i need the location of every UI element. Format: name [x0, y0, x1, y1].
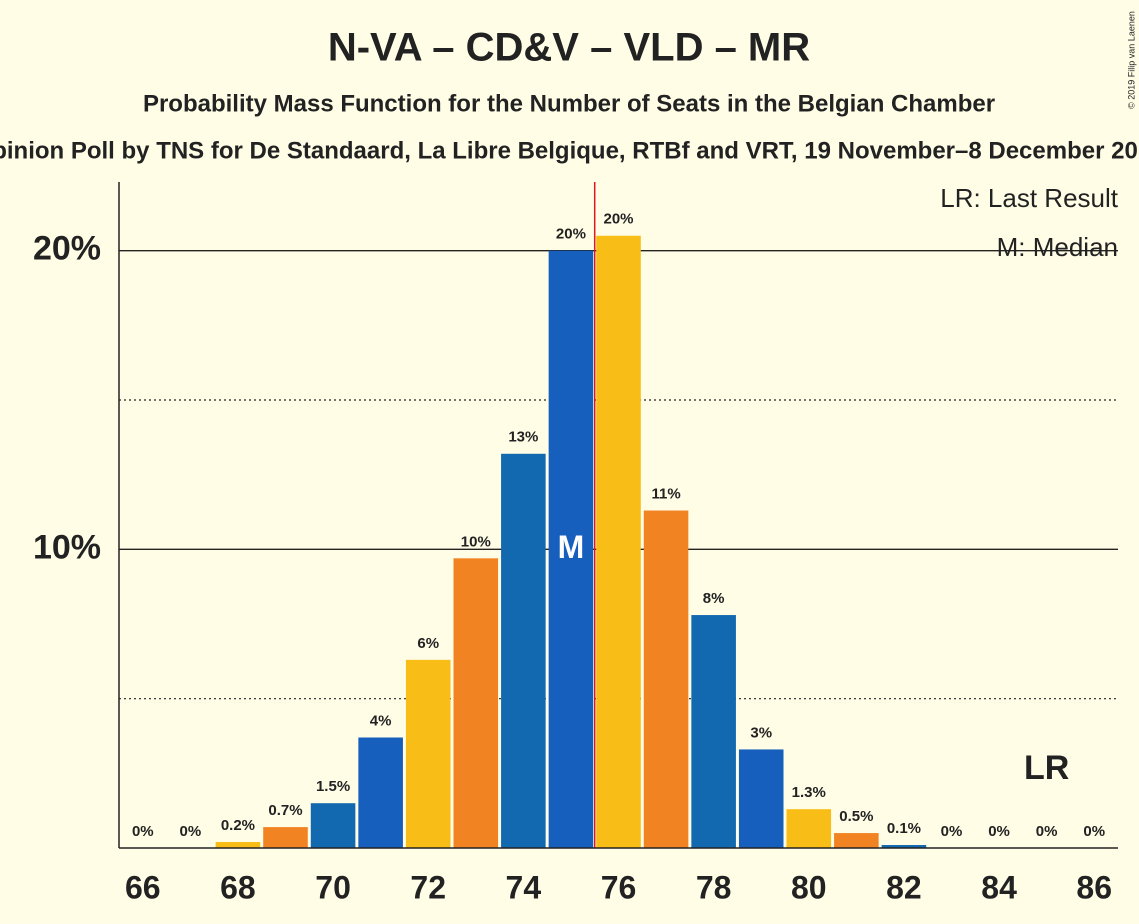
bar — [786, 809, 832, 848]
value-label: 0% — [941, 823, 963, 840]
y-tick-label: 20% — [33, 230, 101, 268]
value-label: 1.3% — [792, 784, 826, 801]
bar — [643, 510, 689, 848]
value-label: 0% — [1036, 823, 1058, 840]
value-label: 0.1% — [887, 820, 921, 837]
x-tick-label: 76 — [601, 869, 637, 905]
x-tick-label: 72 — [410, 869, 446, 905]
bar — [453, 558, 499, 848]
value-label: 8% — [703, 590, 725, 607]
value-label: 13% — [508, 429, 538, 446]
value-label: 20% — [556, 226, 586, 243]
x-tick-label: 82 — [886, 869, 922, 905]
x-tick-label: 84 — [981, 869, 1017, 905]
bar — [548, 250, 594, 849]
value-label: 0.7% — [268, 802, 302, 819]
poll-caption: Opinion Poll by TNS for De Standaard, La… — [0, 137, 1139, 164]
last-result-marker: LR — [1024, 749, 1069, 787]
value-label: 6% — [417, 635, 439, 652]
x-tick-label: 86 — [1076, 869, 1112, 905]
bar — [358, 737, 403, 848]
x-tick-label: 70 — [315, 869, 351, 905]
x-tick-label: 68 — [220, 869, 256, 905]
value-label: 0% — [1083, 823, 1105, 840]
bar — [834, 833, 879, 848]
bar — [501, 453, 546, 848]
x-tick-label: 78 — [696, 869, 732, 905]
value-label: 0% — [180, 823, 202, 840]
chart-title: N-VA – CD&V – VLD – MR — [328, 26, 810, 70]
value-label: 11% — [651, 485, 680, 502]
bar — [215, 842, 261, 848]
bar — [881, 845, 927, 848]
bar — [263, 827, 308, 848]
copyright: © 2019 Filip van Laenen — [1126, 11, 1136, 109]
x-tick-label: 80 — [791, 869, 827, 905]
value-label: 0.5% — [839, 808, 873, 825]
value-label: 4% — [370, 712, 392, 729]
value-label: 1.5% — [316, 778, 350, 795]
bar — [596, 235, 641, 849]
chart-subtitle: Probability Mass Function for the Number… — [143, 90, 995, 117]
y-tick-label: 10% — [33, 528, 101, 566]
bar — [405, 659, 451, 848]
value-label: 0% — [988, 823, 1010, 840]
value-label: 3% — [750, 724, 772, 741]
bar — [310, 803, 356, 848]
bar — [691, 615, 736, 848]
x-tick-label: 74 — [506, 869, 542, 905]
legend-median: M: Median — [997, 232, 1118, 262]
value-label: 0% — [132, 823, 154, 840]
value-label: 0.2% — [221, 817, 255, 834]
value-label: 10% — [461, 533, 491, 550]
median-marker: M — [558, 529, 585, 565]
value-label: 20% — [603, 211, 633, 228]
x-tick-label: 66 — [125, 869, 161, 905]
bar — [738, 749, 784, 848]
legend-lr: LR: Last Result — [940, 183, 1119, 213]
